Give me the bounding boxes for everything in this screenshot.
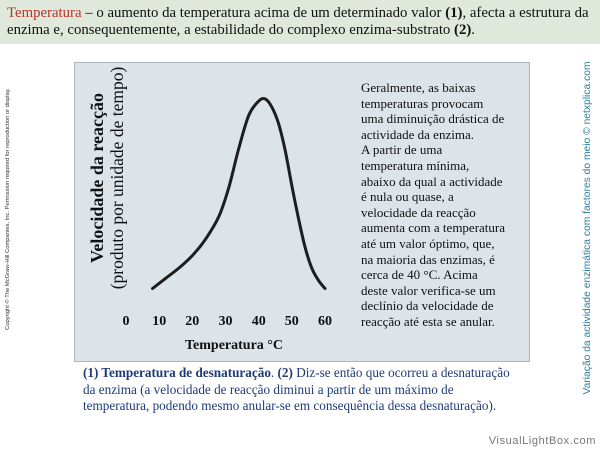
caption-text: Diz-se então que ocorreu a desnaturação	[292, 365, 510, 380]
header-text: – o aumento da temperatura acima de um d…	[81, 5, 446, 21]
chart-panel: Velocidade da reacção (produto por unida…	[74, 62, 530, 362]
x-tick-label: 40	[252, 314, 266, 329]
side-note-line: actividade da enzima.	[361, 126, 474, 142]
side-note-line: temperaturas provocam	[361, 95, 484, 111]
caption-line-3: temperatura, podendo mesmo anular-se em …	[83, 398, 497, 413]
caption-ref-1-term: (1) Temperatura de desnaturação	[83, 365, 271, 380]
caption-line-1: (1) Temperatura de desnaturação. (2) Diz…	[83, 365, 510, 382]
activity-curve-line	[151, 96, 327, 290]
header-line-1: Temperatura – o aumento da temperatura a…	[7, 5, 589, 22]
header-ref-1: (1)	[445, 5, 463, 21]
side-title: Variação da actividade enzimática com fa…	[582, 61, 593, 395]
header-banner: Temperatura – o aumento da temperatura a…	[0, 0, 600, 44]
side-note-line: é nula ou quase, a	[361, 189, 454, 205]
side-note: Geralmente, as baixas temperaturas provo…	[361, 80, 505, 330]
header-text: enzima e, consequentemente, a estabilida…	[7, 22, 455, 38]
x-axis-label: Temperatura °C	[184, 338, 283, 353]
x-tick-label: 0	[123, 314, 130, 329]
side-note-line: aumenta com a temperatura	[361, 220, 506, 236]
header-text: .	[471, 22, 475, 38]
header-line-2: enzima e, consequentemente, a estabilida…	[7, 22, 475, 39]
x-tick-label: 50	[285, 314, 299, 329]
header-text: , afecta a estrutura da	[462, 5, 589, 21]
side-note-line: temperatura mínima,	[361, 157, 470, 173]
header-ref-2: (2)	[454, 22, 472, 38]
side-note-line: A partir de uma	[361, 142, 443, 158]
header-term: Temperatura	[7, 5, 82, 21]
side-note-line: velocidade da reacção	[361, 204, 476, 220]
x-tick-label: 20	[185, 314, 199, 329]
caption-ref-2: (2)	[277, 365, 293, 380]
watermark: VisualLightBox.com	[488, 435, 596, 447]
chart-plot: 0 10 20 30 40 50 60	[123, 96, 332, 329]
side-note-line: uma diminuição drástica de	[361, 111, 505, 127]
side-note-line: deste valor verifica-se um	[361, 282, 496, 298]
figure-caption: (1) Temperatura de desnaturação. (2) Diz…	[83, 365, 510, 415]
caption-separator: .	[270, 365, 278, 380]
x-tick-label: 60	[318, 314, 332, 329]
side-note-line: Geralmente, as baixas	[361, 80, 476, 95]
x-tick-label: 10	[152, 314, 166, 329]
copyright-notice: Copyright © The McGraw-Hill Companies, I…	[5, 88, 11, 330]
side-note-line: na maioria das enzimas, é	[361, 251, 495, 267]
side-note-line: reacção até esta se anular.	[361, 313, 495, 329]
side-note-line: até um valor óptimo, que,	[361, 235, 495, 251]
side-note-line: cerca de 40 °C. Acima	[361, 267, 478, 283]
side-note-line: abaixo da qual a actividade	[361, 173, 503, 189]
side-note-line: declínio da velocidade de	[361, 298, 494, 314]
caption-line-2: da enzima (a velocidade de reacção dimin…	[83, 381, 454, 397]
x-tick-label: 30	[219, 314, 233, 329]
